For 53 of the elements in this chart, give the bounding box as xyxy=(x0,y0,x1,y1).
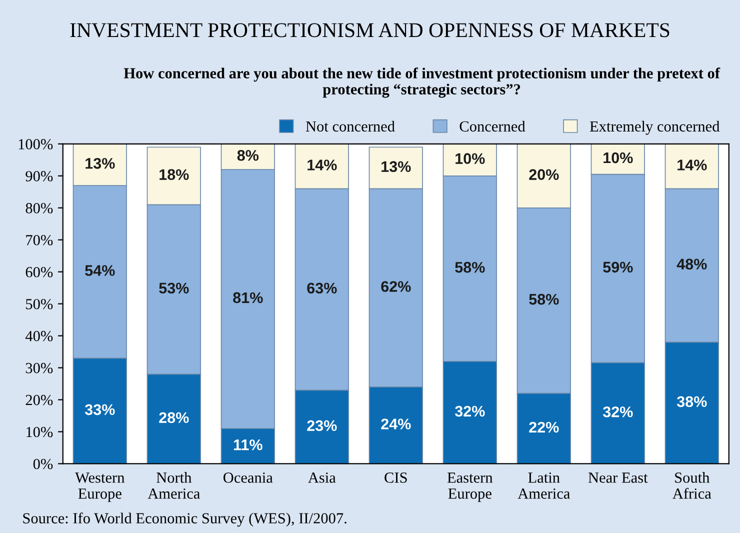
y-tick-label: 50% xyxy=(26,298,53,310)
data-label: 63% xyxy=(307,282,337,294)
data-label: 24% xyxy=(381,418,411,430)
data-label: 54% xyxy=(85,265,115,276)
data-label: 33% xyxy=(84,404,115,416)
data-label: 32% xyxy=(602,406,633,418)
data-label: 13% xyxy=(382,161,411,172)
y-tick-label: 0% xyxy=(33,458,53,470)
data-label: 18% xyxy=(160,169,189,180)
data-label: 59% xyxy=(603,262,633,273)
data-label: 28% xyxy=(159,412,189,424)
y-tick-label: 100% xyxy=(18,139,53,150)
y-tick-label: 40% xyxy=(25,330,53,342)
legend-label: Not concerned xyxy=(306,120,395,132)
data-label: 58% xyxy=(529,294,559,305)
y-tick-label: 70% xyxy=(26,234,53,246)
data-label: 11% xyxy=(234,439,262,450)
data-label: 62% xyxy=(381,281,411,292)
data-label: 13% xyxy=(86,158,115,169)
data-label: 58% xyxy=(455,262,485,273)
data-label: 22% xyxy=(529,422,559,433)
source-note: Source: Ifo World Economic Survey (WES), II/2007. xyxy=(23,512,346,527)
data-label: 20% xyxy=(529,169,559,180)
legend-label: Concerned xyxy=(460,120,526,132)
data-label: 23% xyxy=(307,420,337,432)
y-tick-label: 90% xyxy=(26,171,53,182)
chart-subtitle: How concerned are you about the new tide of investment protectionism under the pretext of protecting “strategic sectors”? xyxy=(124,68,720,98)
x-tick-label: Eastern Europe xyxy=(447,472,493,502)
x-tick-label: North America xyxy=(148,472,200,499)
x-tick-label: Near East xyxy=(588,472,648,483)
data-label: 48% xyxy=(676,258,707,270)
chart-title: INVESTMENT PROTECTIONISM AND OPENNESS OF MARKETS xyxy=(70,23,670,38)
data-label: 14% xyxy=(678,160,707,170)
data-label: 8% xyxy=(237,150,259,161)
data-label: 10% xyxy=(604,152,633,164)
data-label: 81% xyxy=(233,292,263,304)
legend-label: Extremely concerned xyxy=(590,120,720,135)
data-label: 53% xyxy=(159,282,189,294)
y-tick-label: 20% xyxy=(26,394,53,406)
y-tick-label: 30% xyxy=(26,362,53,374)
data-label: 32% xyxy=(454,406,485,417)
x-tick-label: South Africa xyxy=(672,472,712,499)
x-tick-label: Asia xyxy=(308,472,336,483)
x-tick-label: Oceania xyxy=(224,472,273,483)
y-tick-label: 80% xyxy=(26,203,53,214)
x-tick-label: CIS xyxy=(384,472,407,483)
x-tick-label: Western Europe xyxy=(75,472,125,502)
data-label: 14% xyxy=(308,160,337,170)
data-label: 38% xyxy=(676,396,707,408)
y-tick-label: 10% xyxy=(26,426,53,438)
y-tick-label: 60% xyxy=(26,266,53,278)
x-tick-label: Latin America xyxy=(518,472,570,499)
data-label: 10% xyxy=(456,153,485,164)
